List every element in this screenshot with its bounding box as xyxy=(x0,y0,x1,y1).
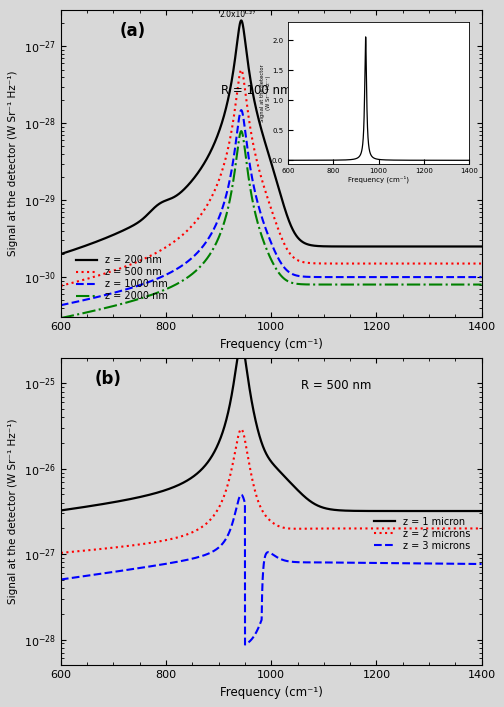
Text: (a): (a) xyxy=(119,22,146,40)
z = 2 microns xyxy=(372,524,378,532)
z = 200 nm xyxy=(372,243,378,251)
Y-axis label: Signal at the detector (W Sr⁻¹ Hz⁻¹): Signal at the detector (W Sr⁻¹ Hz⁻¹) xyxy=(9,71,18,256)
z = 1000 nm xyxy=(310,273,317,281)
z = 3 microns xyxy=(58,575,64,584)
z = 1000 nm xyxy=(134,282,140,291)
Line: z = 2 microns: z = 2 microns xyxy=(61,429,482,553)
Line: z = 1 micron: z = 1 micron xyxy=(61,343,482,511)
z = 3 microns xyxy=(238,491,244,499)
z = 3 microns xyxy=(134,564,140,573)
z = 2 microns xyxy=(404,524,410,532)
z = 1000 nm xyxy=(238,106,244,115)
Text: R = 100 nm: R = 100 nm xyxy=(221,83,291,97)
Line: z = 1000 nm: z = 1000 nm xyxy=(61,110,482,305)
Line: z = 500 nm: z = 500 nm xyxy=(61,70,482,286)
z = 1000 nm xyxy=(372,273,378,281)
z = 2 microns xyxy=(238,425,244,433)
z = 2000 nm xyxy=(310,280,317,288)
z = 2 microns xyxy=(58,549,64,557)
z = 1 micron xyxy=(219,431,225,440)
z = 1000 nm xyxy=(404,273,410,281)
z = 3 microns xyxy=(404,559,410,568)
z = 500 nm xyxy=(404,259,410,268)
Legend: z = 1 micron, z = 2 microns, z = 3 microns: z = 1 micron, z = 2 microns, z = 3 micro… xyxy=(372,515,473,553)
Text: R = 500 nm: R = 500 nm xyxy=(301,379,371,392)
Text: (b): (b) xyxy=(95,370,121,388)
z = 1 micron xyxy=(134,493,140,502)
z = 200 nm xyxy=(404,243,410,251)
z = 1 micron xyxy=(58,506,64,515)
z = 3 microns xyxy=(332,559,338,567)
z = 1 micron xyxy=(332,506,338,514)
z = 2000 nm xyxy=(219,226,225,234)
z = 1 micron xyxy=(310,499,317,508)
z = 500 nm xyxy=(238,66,244,74)
z = 200 nm xyxy=(134,218,140,227)
Line: z = 2000 nm: z = 2000 nm xyxy=(61,131,482,318)
z = 2 microns xyxy=(332,524,338,532)
z = 200 nm xyxy=(219,119,225,128)
z = 2 microns xyxy=(310,525,317,533)
z = 1000 nm xyxy=(332,273,338,281)
z = 1 micron xyxy=(238,339,244,347)
z = 3 microns xyxy=(219,540,225,549)
z = 1000 nm xyxy=(58,301,64,310)
z = 500 nm xyxy=(332,259,338,268)
X-axis label: Frequency (cm⁻¹): Frequency (cm⁻¹) xyxy=(220,338,323,351)
z = 200 nm xyxy=(479,243,485,251)
z = 2000 nm xyxy=(372,280,378,288)
z = 1 micron xyxy=(404,507,410,515)
z = 2000 nm xyxy=(238,127,244,135)
z = 1000 nm xyxy=(479,273,485,281)
z = 2 microns xyxy=(219,498,225,506)
z = 500 nm xyxy=(219,168,225,177)
z = 2000 nm xyxy=(404,280,410,288)
z = 200 nm xyxy=(238,16,244,25)
z = 1000 nm xyxy=(219,206,225,215)
z = 2000 nm xyxy=(332,280,338,288)
z = 200 nm xyxy=(332,243,338,251)
z = 2 microns xyxy=(479,524,485,532)
X-axis label: Frequency (cm⁻¹): Frequency (cm⁻¹) xyxy=(220,686,323,699)
z = 2000 nm xyxy=(134,296,140,304)
z = 3 microns xyxy=(479,560,485,568)
z = 2 microns xyxy=(134,541,140,549)
z = 1 micron xyxy=(372,507,378,515)
z = 1 micron xyxy=(479,507,485,515)
z = 3 microns xyxy=(310,558,317,566)
z = 500 nm xyxy=(479,259,485,268)
z = 2000 nm xyxy=(58,314,64,322)
z = 500 nm xyxy=(372,259,378,268)
z = 500 nm xyxy=(58,281,64,290)
z = 200 nm xyxy=(58,250,64,258)
z = 3 microns xyxy=(242,641,248,649)
z = 500 nm xyxy=(134,257,140,266)
z = 200 nm xyxy=(310,241,317,250)
z = 2000 nm xyxy=(479,280,485,288)
z = 3 microns xyxy=(372,559,378,567)
Y-axis label: Signal at the detector (W Sr⁻¹ Hz⁻¹): Signal at the detector (W Sr⁻¹ Hz⁻¹) xyxy=(9,419,18,604)
Legend: z = 200 nm, z = 500 nm, z = 1000 nm, z = 2000 nm: z = 200 nm, z = 500 nm, z = 1000 nm, z =… xyxy=(74,254,170,303)
Line: z = 200 nm: z = 200 nm xyxy=(61,21,482,254)
z = 500 nm xyxy=(310,259,317,267)
Line: z = 3 microns: z = 3 microns xyxy=(61,495,482,645)
